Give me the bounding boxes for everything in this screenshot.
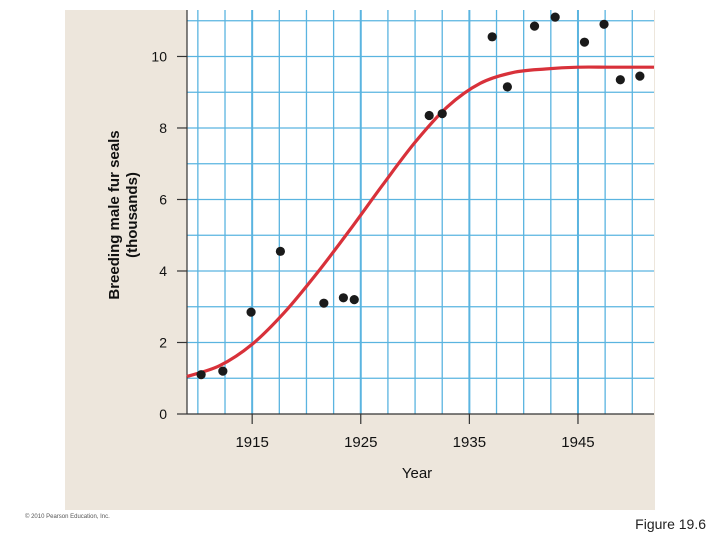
data-point — [529, 21, 540, 31]
x-axis-title: Year — [401, 465, 433, 482]
copyright-notice: © 2010 Pearson Education, Inc. — [25, 514, 110, 520]
series-logistic-curve — [186, 65, 654, 378]
y-tick-label: 10 — [151, 48, 167, 64]
x-tick-label: 1925 — [344, 434, 377, 451]
data-point — [599, 19, 609, 29]
y-tick-label: 2 — [159, 334, 167, 350]
data-point — [424, 110, 434, 121]
figure-label: Figure 19.6 — [635, 516, 706, 532]
y-tick-label: 6 — [159, 191, 167, 207]
x-tick-label: 1945 — [561, 434, 594, 451]
data-point — [550, 12, 560, 22]
data-point — [246, 307, 256, 317]
x-tick-label: 1935 — [453, 434, 486, 451]
y-tick-label: 8 — [159, 120, 167, 136]
data-point — [218, 366, 228, 376]
y-tick-label: 0 — [159, 406, 167, 422]
y-axis-title-line1: Breeding male fur seals — [106, 130, 123, 300]
data-point — [319, 298, 329, 308]
data-point — [338, 293, 348, 303]
data-point — [579, 37, 590, 47]
data-point — [635, 71, 645, 81]
data-point — [349, 294, 359, 305]
data-point — [196, 370, 206, 380]
x-tick-label: 1915 — [235, 434, 268, 451]
data-point — [487, 32, 497, 42]
y-axis-title-line2: (thousands) — [124, 172, 141, 258]
y-tick-label: 4 — [159, 263, 167, 279]
data-point — [615, 75, 625, 85]
data-point — [275, 246, 285, 256]
plot-area — [187, 10, 654, 414]
data-point — [437, 109, 447, 119]
y-axis-title: Breeding male fur seals (thousands) — [106, 130, 142, 299]
data-point — [502, 82, 512, 92]
